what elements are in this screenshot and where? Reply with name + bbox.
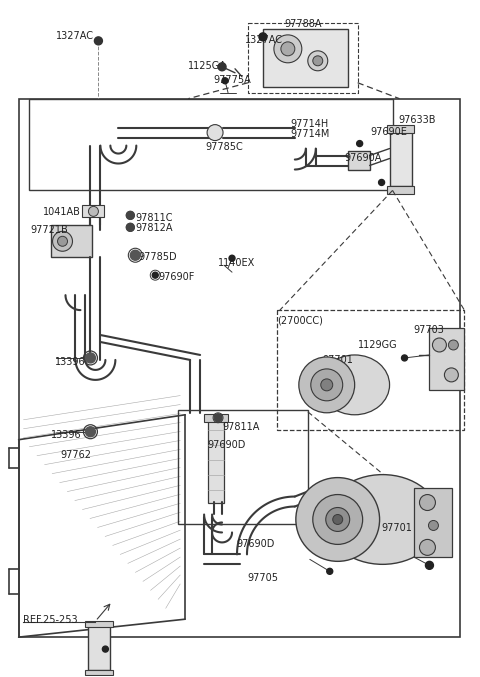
Circle shape [259, 33, 267, 41]
Circle shape [95, 37, 102, 45]
Circle shape [274, 35, 302, 63]
Circle shape [207, 125, 223, 141]
Bar [88, 625, 110, 670]
Text: 1140EX: 1140EX [218, 258, 255, 268]
Circle shape [429, 521, 438, 531]
Circle shape [222, 78, 228, 84]
Circle shape [402, 355, 408, 361]
Text: 13396: 13396 [50, 430, 81, 440]
Circle shape [311, 369, 343, 401]
Circle shape [58, 236, 68, 246]
Bar [348, 150, 370, 171]
Text: 97690F: 97690F [158, 272, 194, 282]
Bar [248, 23, 358, 93]
Circle shape [229, 255, 235, 261]
Text: 97633B: 97633B [398, 114, 436, 125]
Text: 1125GA: 1125GA [188, 61, 227, 71]
Circle shape [102, 646, 108, 652]
Text: 97690A: 97690A [345, 152, 382, 162]
Circle shape [126, 211, 134, 219]
Bar [85, 670, 113, 675]
Circle shape [130, 250, 140, 260]
Text: (2700CC): (2700CC) [277, 315, 323, 325]
Bar [83, 205, 104, 217]
Text: 1327AC: 1327AC [245, 35, 283, 45]
Circle shape [313, 494, 363, 544]
Bar [85, 621, 113, 627]
Text: 97721B: 97721B [31, 225, 68, 236]
Text: 97762: 97762 [60, 450, 92, 460]
Text: 1327AC: 1327AC [56, 31, 94, 41]
Circle shape [152, 272, 158, 278]
Bar [430, 328, 464, 390]
Circle shape [296, 477, 380, 561]
Circle shape [420, 540, 435, 555]
Bar [277, 310, 464, 430]
Bar [208, 418, 224, 502]
Text: 13396: 13396 [55, 357, 85, 367]
Circle shape [326, 508, 350, 531]
Text: 97788A: 97788A [285, 19, 323, 29]
Text: 97701: 97701 [382, 523, 412, 533]
Bar [178, 410, 308, 525]
Circle shape [321, 379, 333, 391]
Circle shape [444, 368, 458, 382]
Bar [19, 99, 460, 637]
Text: 97690D: 97690D [207, 439, 245, 450]
Circle shape [357, 141, 363, 146]
Circle shape [327, 568, 333, 574]
Bar [204, 414, 228, 422]
Text: 97812A: 97812A [135, 223, 173, 234]
Circle shape [333, 515, 343, 525]
Text: 1041AB: 1041AB [43, 207, 81, 217]
Circle shape [88, 206, 98, 217]
Text: 97690D: 97690D [236, 540, 275, 550]
Circle shape [299, 357, 355, 413]
Bar [386, 186, 415, 194]
Circle shape [379, 179, 384, 185]
Bar [415, 487, 452, 557]
Circle shape [308, 51, 328, 71]
Text: 1129GG: 1129GG [358, 340, 397, 350]
Circle shape [420, 494, 435, 510]
Text: REF.25-253: REF.25-253 [23, 615, 77, 625]
Text: 97705: 97705 [247, 573, 278, 584]
Text: 97714H: 97714H [291, 118, 329, 129]
Circle shape [281, 42, 295, 56]
Text: 97811A: 97811A [222, 422, 259, 432]
Text: 97775A: 97775A [213, 74, 251, 85]
Circle shape [432, 338, 446, 352]
Circle shape [126, 223, 134, 232]
Circle shape [425, 561, 433, 569]
Ellipse shape [325, 475, 440, 565]
Text: 97703: 97703 [413, 325, 444, 335]
Ellipse shape [320, 355, 390, 415]
Circle shape [214, 414, 222, 422]
Circle shape [218, 63, 226, 71]
Text: 97785D: 97785D [138, 253, 177, 262]
Bar [263, 29, 348, 87]
Bar [29, 99, 393, 190]
Text: 97811C: 97811C [135, 213, 173, 223]
Text: 97714M: 97714M [291, 129, 330, 139]
Circle shape [85, 427, 96, 437]
Text: 97785C: 97785C [205, 141, 243, 152]
Bar [386, 125, 415, 133]
Bar [50, 225, 93, 257]
Circle shape [85, 353, 96, 363]
Bar [390, 129, 411, 186]
Text: 97690E: 97690E [371, 127, 408, 137]
Circle shape [448, 340, 458, 350]
Circle shape [52, 232, 72, 251]
Circle shape [313, 56, 323, 66]
Text: 97701: 97701 [323, 355, 354, 365]
